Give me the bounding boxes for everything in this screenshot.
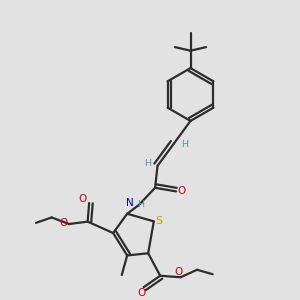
- Text: H: H: [181, 140, 188, 149]
- Text: O: O: [78, 194, 87, 204]
- Text: O: O: [137, 288, 146, 298]
- Text: O: O: [174, 267, 182, 277]
- Text: O: O: [177, 186, 186, 196]
- Text: N: N: [126, 198, 134, 208]
- Text: S: S: [156, 216, 163, 226]
- Text: O: O: [59, 218, 67, 228]
- Text: H: H: [144, 159, 152, 168]
- Text: H: H: [137, 200, 144, 209]
